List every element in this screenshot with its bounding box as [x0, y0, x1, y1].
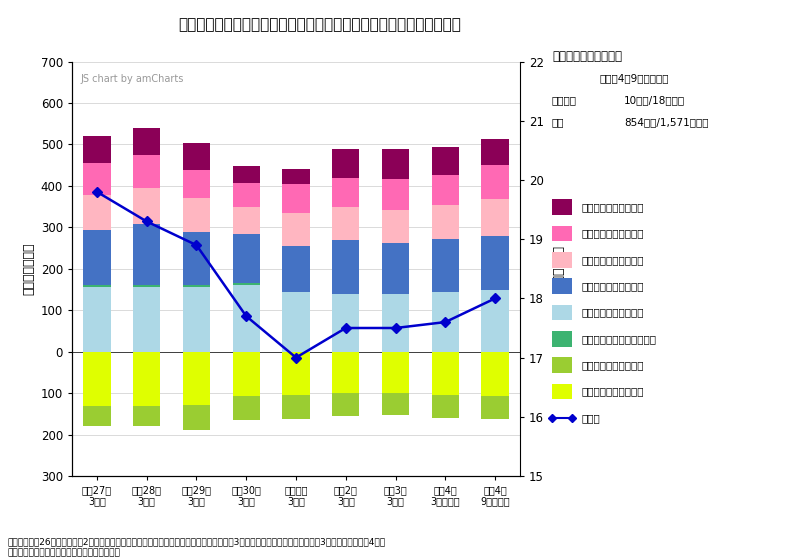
Bar	[332, 293, 359, 352]
Bar	[282, 292, 310, 352]
Text: 認定者数（要介護４）: 認定者数（要介護４）	[582, 228, 644, 239]
Text: 九重町の認定率の陥順: 九重町の認定率の陥順	[552, 50, 622, 63]
Bar	[282, 169, 310, 184]
Bar	[233, 235, 260, 283]
Bar	[83, 352, 110, 405]
Bar	[432, 395, 459, 418]
Bar	[482, 396, 509, 419]
Bar	[233, 283, 260, 286]
Bar	[133, 155, 160, 188]
Bar	[83, 195, 110, 230]
Bar	[83, 136, 110, 163]
Bar	[233, 352, 260, 396]
Bar	[382, 150, 410, 179]
Bar	[332, 207, 359, 240]
Bar	[332, 179, 359, 207]
Bar	[133, 287, 160, 352]
Bar	[482, 236, 509, 290]
Bar	[282, 213, 310, 246]
Bar	[332, 240, 359, 293]
Text: 認定者数（要介護１）: 認定者数（要介護１）	[582, 307, 644, 318]
Bar	[133, 128, 160, 155]
Bar	[332, 393, 359, 416]
Bar	[432, 206, 459, 239]
Bar	[133, 188, 160, 224]
Text: 全国: 全国	[552, 118, 565, 128]
Bar	[133, 352, 160, 405]
Text: 認定者数（経過的要介護）: 認定者数（経過的要介護）	[582, 334, 657, 344]
Bar	[133, 405, 160, 426]
Bar	[482, 139, 509, 165]
Bar	[332, 352, 359, 393]
Bar	[83, 286, 110, 287]
Y-axis label: 認定率（％）: 認定率（％）	[550, 246, 563, 291]
Text: 認定者数（要支援２）: 認定者数（要支援２）	[582, 360, 644, 370]
Bar	[182, 352, 210, 405]
Bar	[282, 184, 310, 213]
Bar	[83, 163, 110, 195]
Bar	[182, 286, 210, 287]
Text: 認定者数（要介護３）: 認定者数（要介護３）	[582, 255, 644, 265]
Bar	[233, 166, 260, 183]
Bar	[332, 148, 359, 179]
Text: 854番目/1,571保険者: 854番目/1,571保険者	[624, 118, 709, 128]
Text: 認定者数（要介護５）: 認定者数（要介護５）	[582, 202, 644, 212]
Bar	[233, 396, 260, 421]
Bar	[233, 183, 260, 207]
Text: 認定者数（要介護２）: 認定者数（要介護２）	[582, 281, 644, 291]
Bar	[182, 231, 210, 286]
Text: （出典）平成26年度から令和2年度：厚生労働省「介護保険事業状況報告（年報）」、令和3年度：「介護保険事業状況報告（3月月報）」、令和4年度
：直近の「介護保険: （出典）平成26年度から令和2年度：厚生労働省「介護保険事業状況報告（年報）」、…	[8, 538, 386, 557]
Text: 大分県内: 大分県内	[552, 95, 577, 105]
Bar	[432, 175, 459, 206]
Bar	[382, 293, 410, 352]
Bar	[282, 395, 310, 419]
Bar	[83, 287, 110, 352]
Bar	[182, 143, 210, 170]
Bar	[482, 199, 509, 236]
Y-axis label: 認定者数（人）: 認定者数（人）	[22, 242, 35, 295]
Bar	[233, 207, 260, 235]
Bar	[182, 198, 210, 231]
Text: 認定率: 認定率	[582, 413, 600, 423]
Bar	[382, 352, 410, 393]
Bar	[182, 170, 210, 198]
Bar	[83, 405, 110, 426]
Bar	[432, 352, 459, 395]
Text: 九重町の要介護（要支援）認定者数、要介護（要支援）認定率の推移: 九重町の要介護（要支援）認定者数、要介護（要支援）認定率の推移	[178, 17, 462, 32]
Text: JS chart by amCharts: JS chart by amCharts	[81, 74, 184, 84]
Bar	[182, 405, 210, 430]
Bar	[182, 287, 210, 352]
Text: （令和4年9月末時点）: （令和4年9月末時点）	[600, 73, 670, 83]
Bar	[382, 393, 410, 415]
Bar	[282, 246, 310, 292]
Bar	[482, 352, 509, 396]
Bar	[133, 286, 160, 287]
Bar	[482, 165, 509, 199]
Text: 10番目/18保険者: 10番目/18保険者	[624, 95, 685, 105]
Bar	[83, 230, 110, 286]
Bar	[432, 292, 459, 352]
Bar	[382, 242, 410, 293]
Bar	[233, 286, 260, 352]
Bar	[133, 224, 160, 286]
Bar	[382, 179, 410, 209]
Text: 認定者数（要支援１）: 認定者数（要支援１）	[582, 386, 644, 396]
Bar	[482, 290, 509, 352]
Bar	[282, 352, 310, 395]
Bar	[432, 147, 459, 175]
Bar	[382, 209, 410, 242]
Bar	[432, 239, 459, 292]
